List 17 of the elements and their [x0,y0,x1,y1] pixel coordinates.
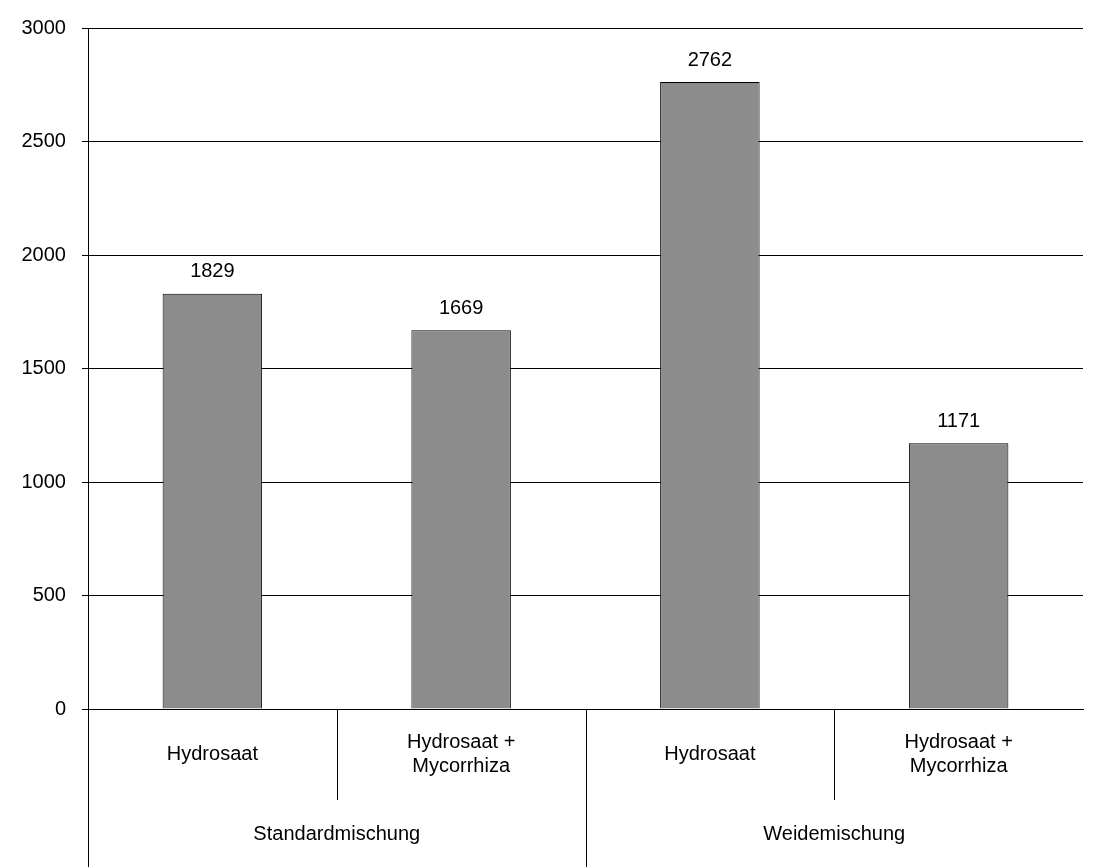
y-tick-label: 1000 [21,469,66,492]
text: Standardmischung [253,821,421,844]
x-tick-label: Hydrosaat + Mycorrhiza [904,729,1013,776]
y-tick-label: 0 [54,696,66,719]
y-tick-label: 2000 [21,242,66,265]
data-label: 1171 [937,408,981,431]
data-label: 2762 [687,47,733,70]
data-label: 1829 [190,259,235,282]
x-tick-label: Hydrosaat [166,741,259,764]
data-label: 1669 [438,295,484,318]
x-tick-label: Hydrosaat [664,741,756,764]
y-tick-label: 2500 [21,129,66,152]
text: Weidemischung [763,821,906,844]
y-tick-label: 1500 [21,356,66,379]
y-tick-label: 3000 [21,15,66,38]
x-tick-label: Hydrosaat + Mycorrhiza [406,729,516,776]
y-tick-label: 500 [32,583,66,606]
